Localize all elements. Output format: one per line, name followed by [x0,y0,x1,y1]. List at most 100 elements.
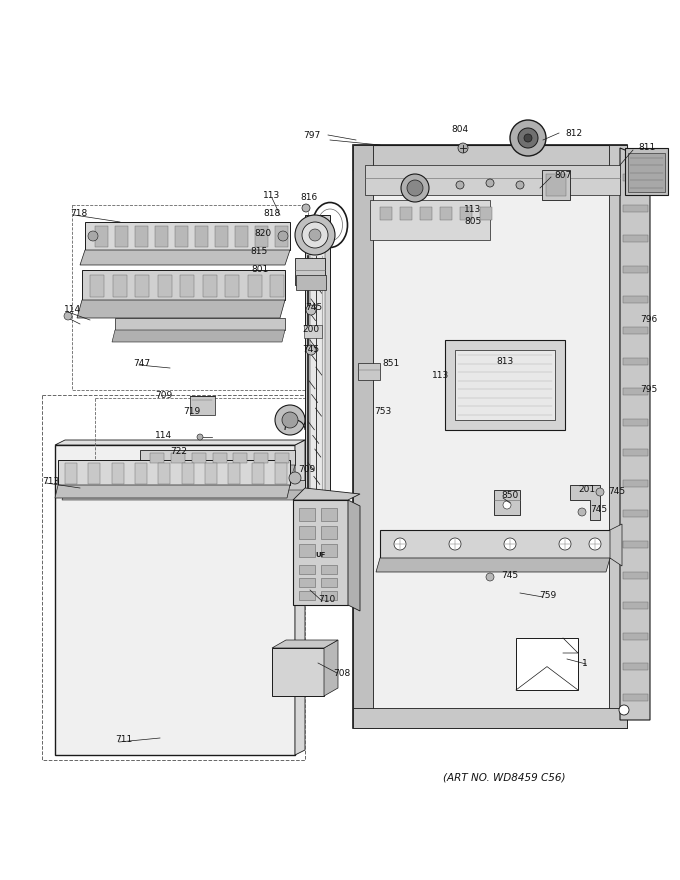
Polygon shape [293,500,348,605]
Polygon shape [299,591,315,600]
Polygon shape [623,450,648,457]
Circle shape [306,345,316,355]
Polygon shape [248,275,262,297]
Polygon shape [299,544,315,557]
Text: 745: 745 [590,505,607,515]
Polygon shape [90,275,104,297]
Text: 851: 851 [382,358,399,368]
Circle shape [518,128,538,148]
Text: 113: 113 [263,192,280,201]
Polygon shape [376,558,610,572]
Circle shape [596,488,604,496]
Polygon shape [358,363,380,380]
Text: 747: 747 [133,358,150,368]
Polygon shape [445,340,565,430]
Text: 114: 114 [155,430,172,439]
Polygon shape [275,453,289,463]
Polygon shape [62,490,305,500]
Polygon shape [623,633,648,640]
Polygon shape [272,648,324,696]
Polygon shape [324,640,338,696]
Text: 713: 713 [42,476,59,486]
Polygon shape [299,565,315,574]
Polygon shape [192,453,205,463]
Polygon shape [542,170,570,200]
Text: 811: 811 [638,143,656,152]
Polygon shape [623,480,648,487]
Polygon shape [625,148,668,195]
Circle shape [578,508,586,516]
Polygon shape [115,226,128,247]
Circle shape [302,222,328,248]
Polygon shape [58,460,290,485]
Circle shape [524,134,532,142]
Polygon shape [254,453,268,463]
Polygon shape [203,275,216,297]
Polygon shape [623,664,648,671]
Text: 709: 709 [155,392,172,400]
Polygon shape [610,524,622,566]
Polygon shape [305,215,330,500]
Polygon shape [400,207,412,220]
Polygon shape [321,526,337,539]
Text: 718: 718 [70,209,87,217]
Polygon shape [321,565,337,574]
Polygon shape [321,544,337,557]
Polygon shape [623,510,648,517]
Text: 113: 113 [432,370,449,379]
Polygon shape [353,145,627,728]
Circle shape [394,538,406,550]
Polygon shape [55,440,305,445]
Polygon shape [65,463,77,484]
Polygon shape [353,708,627,728]
Polygon shape [623,235,648,242]
Polygon shape [516,638,578,690]
Text: 796: 796 [640,316,658,325]
Text: 804: 804 [452,126,469,135]
Polygon shape [494,490,520,515]
Polygon shape [65,480,305,490]
Polygon shape [252,463,264,484]
Circle shape [449,538,461,550]
Polygon shape [546,174,566,196]
Polygon shape [310,220,325,495]
Polygon shape [321,578,337,587]
Circle shape [458,143,468,153]
Text: 753: 753 [374,407,391,415]
Polygon shape [623,419,648,426]
Circle shape [295,215,335,255]
Polygon shape [228,463,240,484]
Polygon shape [440,207,452,220]
Polygon shape [295,258,325,285]
Text: UF: UF [316,552,326,558]
Polygon shape [180,275,194,297]
Text: 710: 710 [318,596,335,605]
Polygon shape [293,488,360,500]
Text: 200: 200 [302,326,319,334]
Polygon shape [380,207,392,220]
Polygon shape [190,396,215,415]
Text: 797: 797 [303,130,320,140]
Circle shape [559,538,571,550]
Circle shape [516,181,524,189]
Circle shape [278,231,288,241]
Polygon shape [140,450,295,465]
Circle shape [619,705,629,715]
Polygon shape [272,640,338,648]
Text: 795: 795 [640,385,658,394]
Polygon shape [623,694,648,701]
Text: 759: 759 [539,590,556,599]
Text: 818: 818 [263,209,280,217]
Polygon shape [195,226,208,247]
Polygon shape [225,275,239,297]
Polygon shape [82,270,285,300]
Polygon shape [233,453,248,463]
Circle shape [306,305,316,315]
Circle shape [309,229,321,241]
Polygon shape [380,530,610,558]
Polygon shape [112,463,124,484]
Polygon shape [182,463,194,484]
Polygon shape [623,572,648,579]
Polygon shape [365,157,615,716]
Circle shape [282,412,298,428]
